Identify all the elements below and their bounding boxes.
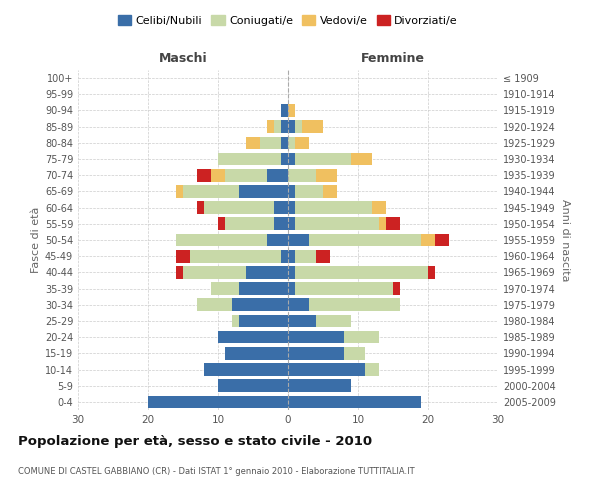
Bar (183, 185, 239, 198)
Y-axis label: Fasce di età: Fasce di età (31, 207, 41, 273)
Bar (232, 314, 239, 328)
Text: COMUNE DI CASTEL GABBIANO (CR) - Dati ISTAT 1° gennaio 2010 - Elaborazione TUTTI: COMUNE DI CASTEL GABBIANO (CR) - Dati IS… (18, 468, 415, 476)
Bar (295, 152, 351, 166)
Legend: Celibi/Nubili, Coniugati/e, Vedovi/e, Divorziati/e: Celibi/Nubili, Coniugati/e, Vedovi/e, Di… (113, 10, 463, 30)
Bar (288, 298, 309, 311)
Bar (288, 234, 309, 246)
Bar (239, 282, 288, 295)
Bar (288, 282, 295, 295)
Text: Femmine: Femmine (361, 52, 425, 65)
Bar (344, 347, 365, 360)
Bar (295, 136, 309, 149)
Bar (176, 266, 183, 278)
Bar (288, 218, 295, 230)
Bar (190, 250, 281, 262)
Bar (204, 363, 288, 376)
Bar (281, 250, 288, 262)
Bar (386, 218, 400, 230)
Bar (218, 218, 225, 230)
Bar (197, 169, 211, 181)
Bar (295, 218, 379, 230)
Bar (295, 185, 323, 198)
Bar (204, 202, 274, 214)
Bar (218, 331, 288, 344)
Bar (281, 136, 288, 149)
Bar (316, 169, 337, 181)
Bar (267, 169, 288, 181)
Bar (218, 152, 281, 166)
Bar (288, 202, 295, 214)
Bar (288, 136, 295, 149)
Bar (393, 282, 400, 295)
Bar (435, 234, 449, 246)
Text: Maschi: Maschi (158, 52, 208, 65)
Bar (309, 234, 421, 246)
Bar (211, 169, 225, 181)
Bar (288, 380, 351, 392)
Bar (379, 218, 386, 230)
Bar (288, 185, 295, 198)
Bar (176, 185, 183, 198)
Bar (295, 266, 428, 278)
Bar (288, 169, 316, 181)
Bar (267, 234, 288, 246)
Text: Popolazione per età, sesso e stato civile - 2010: Popolazione per età, sesso e stato civil… (18, 435, 372, 448)
Bar (344, 331, 379, 344)
Bar (316, 250, 330, 262)
Bar (295, 202, 372, 214)
Bar (197, 298, 232, 311)
Bar (288, 314, 316, 328)
Bar (176, 250, 190, 262)
Bar (225, 169, 267, 181)
Bar (295, 250, 316, 262)
Bar (148, 396, 288, 408)
Bar (288, 152, 295, 166)
Bar (183, 266, 246, 278)
Bar (351, 152, 372, 166)
Bar (218, 380, 288, 392)
Bar (197, 202, 204, 214)
Bar (281, 120, 288, 133)
Bar (288, 331, 344, 344)
Bar (274, 120, 281, 133)
Bar (246, 266, 288, 278)
Bar (288, 120, 295, 133)
Bar (309, 298, 400, 311)
Bar (372, 202, 386, 214)
Bar (323, 185, 337, 198)
Bar (267, 120, 274, 133)
Bar (274, 218, 288, 230)
Bar (281, 104, 288, 117)
Bar (288, 363, 365, 376)
Bar (281, 152, 288, 166)
Y-axis label: Anni di nascita: Anni di nascita (560, 198, 570, 281)
Bar (295, 282, 393, 295)
Bar (246, 136, 260, 149)
Bar (211, 282, 239, 295)
Bar (225, 218, 274, 230)
Bar (302, 120, 323, 133)
Bar (288, 104, 295, 117)
Bar (316, 314, 351, 328)
Bar (428, 266, 435, 278)
Bar (288, 347, 344, 360)
Bar (421, 234, 435, 246)
Bar (176, 234, 267, 246)
Bar (288, 396, 421, 408)
Bar (232, 298, 288, 311)
Bar (288, 250, 295, 262)
Bar (274, 202, 288, 214)
Bar (288, 266, 295, 278)
Bar (365, 363, 379, 376)
Bar (239, 314, 288, 328)
Bar (260, 136, 281, 149)
Bar (239, 185, 288, 198)
Bar (295, 120, 302, 133)
Bar (225, 347, 288, 360)
